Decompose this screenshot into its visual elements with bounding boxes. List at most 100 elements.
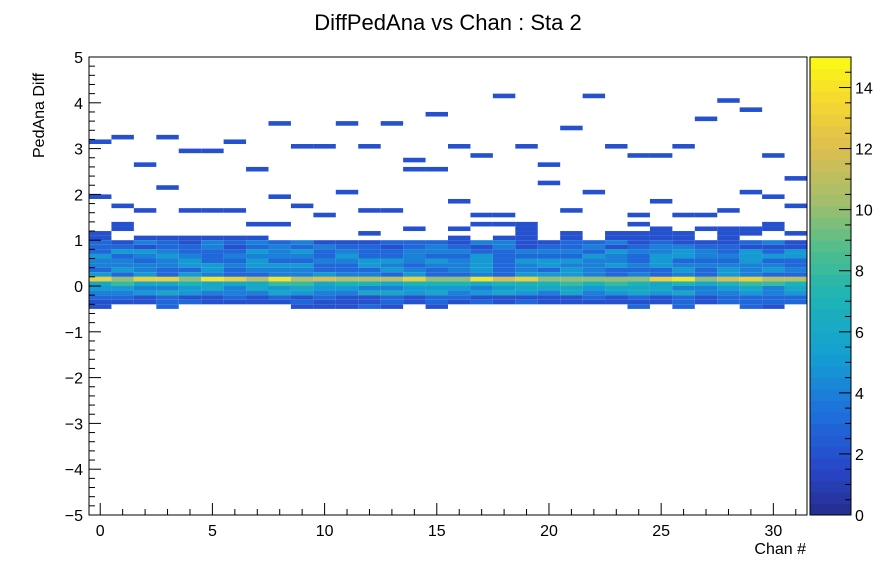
heatmap-cell [694, 272, 718, 277]
heatmap-cell [672, 258, 695, 264]
heatmap-cell [380, 263, 404, 268]
heatmap-cell [89, 231, 112, 236]
heatmap-cell [313, 295, 336, 300]
heatmap-cell [156, 185, 179, 190]
heatmap-cell [201, 249, 224, 254]
heatmap-cell [582, 244, 606, 250]
heatmap-cell [403, 157, 426, 163]
heatmap-cell [672, 290, 695, 296]
heatmap-cell [672, 263, 695, 268]
heatmap-cell [739, 295, 763, 300]
colorbar-segment [810, 102, 851, 115]
heatmap-cell [649, 231, 673, 236]
heatmap-cell [133, 276, 157, 282]
colorbar-tick-label: 4 [855, 386, 864, 403]
heatmap-cell [268, 249, 291, 254]
heatmap-cell [649, 263, 673, 268]
heatmap-cell [717, 272, 740, 277]
heatmap-cell [717, 263, 740, 268]
heatmap-cell [425, 244, 448, 250]
heatmap-cell [492, 281, 516, 286]
heatmap-cell [605, 290, 628, 296]
heatmap-cell [111, 249, 134, 254]
heatmap-cell [313, 212, 336, 218]
heatmap-cell [223, 235, 247, 241]
colorbar-segment [810, 217, 851, 230]
heatmap-cell [739, 226, 763, 232]
heatmap-cell [694, 286, 718, 291]
heatmap-cell [627, 249, 650, 254]
heatmap-cell [156, 276, 179, 282]
heatmap-cell [358, 253, 381, 259]
heatmap-cell [582, 253, 606, 259]
heatmap-cell [694, 263, 718, 268]
heatmap-cell [672, 231, 695, 236]
colorbar-segment [810, 251, 851, 264]
heatmap-cell [380, 299, 404, 305]
heatmap-cell [717, 299, 740, 305]
heatmap-cell [515, 267, 538, 273]
colorbar-tick-label: 6 [855, 325, 864, 342]
heatmap-cell [560, 125, 583, 131]
heatmap-cell [178, 281, 202, 286]
heatmap-cell [290, 253, 314, 259]
heatmap-cell [358, 263, 381, 268]
heatmap-cell [537, 244, 561, 250]
heatmap-cell [515, 295, 538, 300]
heatmap-cell [290, 267, 314, 273]
heatmap-cell [313, 272, 336, 277]
heatmap-cell [290, 272, 314, 277]
heatmap-cell [268, 272, 291, 277]
heatmap-cell [515, 286, 538, 291]
heatmap-cell [627, 281, 650, 286]
heatmap-cell [380, 281, 404, 286]
heatmap-cell [470, 249, 493, 254]
heatmap-cell [739, 240, 763, 245]
heatmap-cell [762, 281, 785, 286]
heatmap-cell [537, 180, 561, 186]
heatmap-cell [717, 286, 740, 291]
heatmap-cell [605, 244, 628, 250]
heatmap-cell [290, 258, 314, 264]
heatmap-cell [246, 263, 269, 268]
heatmap-cell [560, 231, 583, 236]
heatmap-cell [380, 253, 404, 259]
colorbar-tick-label: 14 [855, 81, 873, 98]
heatmap-cell [694, 290, 718, 296]
heatmap-cell [448, 290, 471, 296]
heatmap-cell [560, 263, 583, 268]
heatmap-cell [784, 203, 807, 209]
heatmap-cell [470, 295, 493, 300]
heatmap-cell [201, 290, 224, 296]
heatmap-cell [560, 249, 583, 254]
heatmap-cell [111, 295, 134, 300]
colorbar-segment [810, 308, 851, 321]
heatmap-cell [694, 299, 718, 305]
y-tick-label: −2 [65, 371, 83, 388]
heatmap-cell [403, 226, 426, 232]
heatmap-cell [403, 166, 426, 172]
heatmap-cell [313, 299, 336, 305]
heatmap-cell [582, 267, 606, 273]
heatmap-cell [784, 286, 807, 291]
heatmap-cell [223, 139, 247, 145]
heatmap-cell [268, 281, 291, 286]
colorbar-tick-label: 0 [855, 508, 864, 525]
heatmap-cell [537, 299, 561, 305]
heatmap-cell [290, 203, 314, 209]
heatmap-cell [313, 267, 336, 273]
heatmap-cell [246, 166, 269, 172]
heatmap-cell [89, 276, 112, 282]
heatmap-cell [335, 286, 359, 291]
heatmap-cell [268, 299, 291, 305]
heatmap-cell [560, 272, 583, 277]
colorbar-segment [810, 354, 851, 367]
heatmap-cell [425, 304, 448, 309]
heatmap-cell [290, 299, 314, 305]
colorbar-tick-label: 12 [855, 142, 873, 159]
heatmap-cell [178, 263, 202, 268]
heatmap-cell [537, 272, 561, 277]
heatmap-cell [111, 276, 134, 282]
heatmap-cell [358, 144, 381, 149]
